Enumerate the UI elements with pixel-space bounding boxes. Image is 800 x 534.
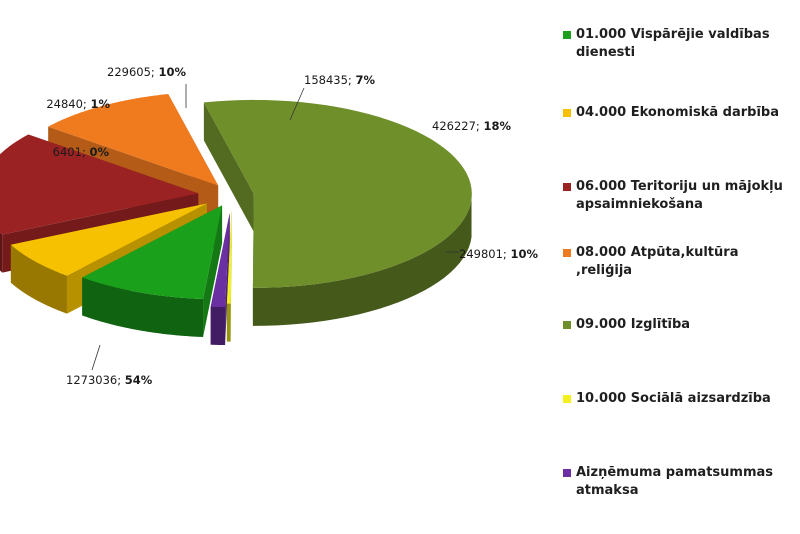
data-label-value: 6401; bbox=[53, 145, 90, 159]
pie-slice-5 bbox=[203, 99, 472, 326]
pie-slice-7 bbox=[210, 213, 230, 346]
pie-slice-6 bbox=[226, 209, 232, 342]
legend-label: Aizņēmuma pamatsummas atmaksa bbox=[576, 465, 774, 498]
data-label-percent: 7% bbox=[355, 73, 375, 87]
data-label-percent: 1% bbox=[90, 97, 110, 111]
legend-swatch bbox=[563, 31, 571, 39]
data-label-percent: 10% bbox=[158, 65, 186, 79]
legend-label: 08.000 Atpūta,kultūra ,reliģija bbox=[576, 245, 739, 278]
legend-swatch bbox=[563, 469, 571, 477]
data-label-value: 249801; bbox=[459, 247, 510, 261]
legend-swatch bbox=[563, 395, 571, 403]
data-label-percent: 10% bbox=[510, 247, 538, 261]
data-label-3: 426227; 18% bbox=[432, 119, 511, 133]
legend-label: 10.000 Sociālā aizsardzība bbox=[576, 391, 771, 406]
legend-item-5: 09.000 Izglītība bbox=[563, 316, 798, 334]
data-label-value: 24840; bbox=[46, 97, 90, 111]
legend-item-3: 06.000 Teritoriju un mājokļu apsaimnieko… bbox=[563, 178, 798, 214]
legend-item-6: 10.000 Sociālā aizsardzība bbox=[563, 390, 798, 408]
data-label-value: 1273036; bbox=[66, 373, 125, 387]
pie-slice-1 bbox=[82, 205, 223, 338]
legend-item-4: 08.000 Atpūta,kultūra ,reliģija bbox=[563, 244, 798, 280]
legend-item-2: 04.000 Ekonomiskā darbība bbox=[563, 104, 798, 122]
legend-swatch bbox=[563, 109, 571, 117]
data-label-1: 229605; 10% bbox=[107, 65, 186, 79]
data-label-2: 158435; 7% bbox=[304, 73, 375, 87]
data-label-7: 24840; 1% bbox=[46, 97, 110, 111]
data-label-percent: 0% bbox=[89, 145, 109, 159]
data-label-value: 426227; bbox=[432, 119, 483, 133]
legend-swatch bbox=[563, 183, 571, 191]
data-label-5: 1273036; 54% bbox=[66, 373, 153, 387]
legend-label: 04.000 Ekonomiskā darbība bbox=[576, 105, 779, 120]
legend-item-1: 01.000 Vispārējie valdības dienesti bbox=[563, 26, 798, 62]
legend-swatch bbox=[563, 321, 571, 329]
legend-item-7: Aizņēmuma pamatsummas atmaksa bbox=[563, 464, 798, 500]
legend-label: 09.000 Izglītība bbox=[576, 317, 691, 332]
data-label-value: 158435; bbox=[304, 73, 355, 87]
data-label-4: 249801; 10% bbox=[459, 247, 538, 261]
legend-label: 06.000 Teritoriju un mājokļu apsaimnieko… bbox=[576, 179, 783, 212]
legend-label: 01.000 Vispārējie valdības dienesti bbox=[576, 27, 770, 60]
data-label-percent: 18% bbox=[483, 119, 511, 133]
data-label-percent: 54% bbox=[125, 373, 153, 387]
data-label-6: 6401; 0% bbox=[53, 145, 110, 159]
data-label-value: 229605; bbox=[107, 65, 158, 79]
legend-swatch bbox=[563, 249, 571, 257]
leader-line-2 bbox=[289, 87, 305, 121]
leader-line-5 bbox=[91, 344, 101, 371]
